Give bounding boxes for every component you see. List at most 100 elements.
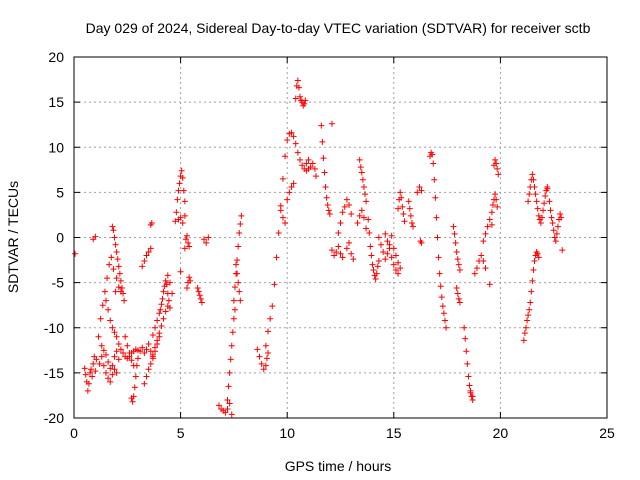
data-point — [238, 212, 245, 219]
data-point — [179, 174, 186, 181]
data-point — [493, 160, 500, 167]
data-point — [540, 207, 547, 214]
data-series-arc-55 — [488, 191, 501, 216]
data-point — [350, 256, 357, 263]
data-point — [356, 212, 363, 219]
data-point — [392, 252, 399, 259]
data-point — [295, 84, 302, 91]
data-series-arc-36 — [335, 196, 355, 236]
data-point — [141, 257, 148, 264]
data-point — [559, 247, 566, 254]
data-point — [182, 236, 189, 243]
data-point — [186, 243, 193, 250]
data-point — [321, 169, 328, 176]
data-point — [431, 176, 438, 183]
data-point — [139, 344, 146, 351]
data-series-arc-16 — [164, 272, 176, 297]
data-point — [134, 355, 141, 362]
data-point — [495, 171, 502, 178]
data-point — [269, 303, 276, 310]
data-point — [115, 340, 122, 347]
data-point — [98, 342, 105, 349]
data-point — [438, 294, 445, 301]
data-point — [102, 351, 109, 358]
data-point — [305, 156, 312, 163]
data-point — [197, 295, 204, 302]
data-point — [105, 359, 112, 366]
data-point — [302, 97, 309, 104]
data-point — [524, 317, 531, 324]
data-point — [229, 329, 236, 336]
data-series-arc-48 — [450, 223, 463, 273]
data-series-arc-22 — [194, 285, 205, 306]
data-point — [451, 230, 458, 237]
data-point — [398, 194, 405, 201]
data-point — [115, 356, 122, 363]
data-point — [455, 295, 462, 302]
data-point — [375, 257, 382, 264]
data-point — [137, 348, 144, 355]
data-point — [178, 167, 185, 174]
data-series-arc-05 — [98, 342, 122, 372]
data-series-arc-04 — [96, 353, 120, 385]
data-point — [109, 371, 116, 378]
data-series-arc-00 — [72, 250, 79, 257]
data-series-arc-51 — [467, 389, 476, 400]
data-point — [133, 362, 140, 369]
data-point — [363, 198, 370, 205]
data-point — [373, 270, 380, 277]
data-point — [369, 261, 376, 268]
data-point — [183, 232, 190, 239]
data-series-arc-15 — [147, 220, 155, 228]
data-point — [120, 350, 127, 357]
data-point — [158, 322, 165, 329]
data-point — [358, 169, 365, 176]
data-point — [533, 198, 540, 205]
data-point — [162, 308, 169, 315]
data-point — [432, 194, 439, 201]
data-series-arc-43 — [395, 189, 408, 225]
data-point — [160, 315, 167, 322]
data-point — [388, 254, 395, 261]
data-point — [262, 342, 269, 349]
data-point — [469, 393, 476, 400]
data-point — [478, 252, 485, 259]
data-point — [180, 187, 187, 194]
data-point — [436, 270, 443, 277]
data-point — [526, 306, 533, 313]
data-point — [546, 198, 553, 205]
data-point — [368, 252, 375, 259]
data-point — [522, 324, 529, 331]
data-point — [177, 214, 184, 221]
data-point — [358, 207, 365, 214]
data-point — [440, 310, 447, 317]
data-point — [115, 263, 122, 270]
data-point — [132, 373, 139, 380]
data-point — [128, 357, 135, 364]
data-point — [104, 275, 111, 282]
data-point — [267, 315, 274, 322]
data-point — [374, 263, 381, 270]
data-point — [341, 203, 348, 210]
data-series-arc-59 — [544, 185, 565, 245]
data-point — [534, 205, 541, 212]
data-point — [372, 276, 379, 283]
data-point — [237, 297, 244, 304]
data-point — [467, 389, 474, 396]
data-point — [493, 196, 500, 203]
data-point — [165, 297, 172, 304]
data-point — [224, 396, 231, 403]
data-point — [113, 275, 120, 282]
data-point — [418, 187, 425, 194]
data-point — [122, 333, 129, 340]
data-point — [488, 209, 495, 216]
data-point — [339, 209, 346, 216]
data-point — [380, 248, 387, 255]
data-point — [378, 241, 385, 248]
data-series-arc-58 — [525, 171, 551, 227]
data-point — [100, 362, 107, 369]
data-point — [439, 303, 446, 310]
data-point — [337, 220, 344, 227]
data-point — [117, 288, 124, 295]
data-point — [548, 214, 555, 221]
